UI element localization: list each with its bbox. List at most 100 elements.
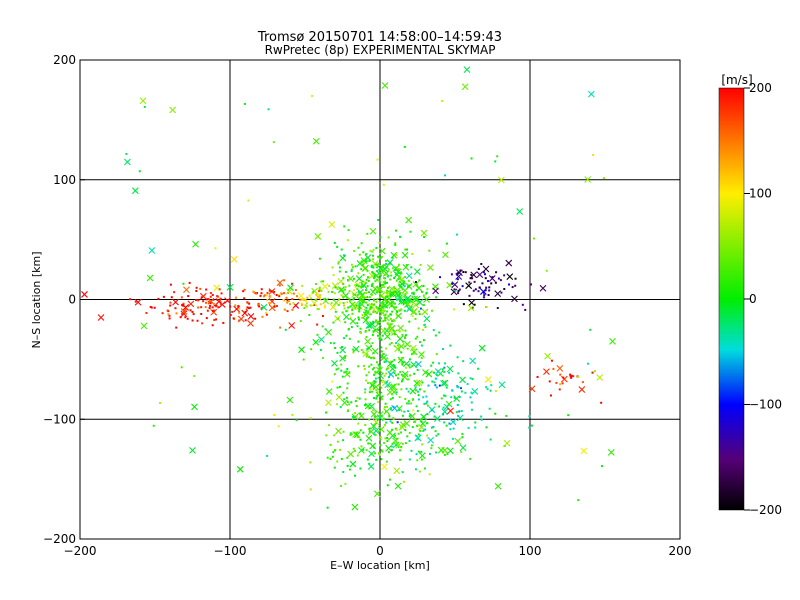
data-point [392,319,395,322]
data-point [423,467,426,470]
data-point [417,398,420,401]
data-point-cross [434,368,442,375]
data-point [375,361,378,364]
data-point [446,453,449,456]
data-point [322,280,325,283]
data-point [232,317,235,320]
data-point [299,320,302,323]
data-point-cross [379,301,387,308]
data-point [371,334,374,337]
data-point [433,381,436,384]
data-point [381,395,384,398]
data-point-cross [607,448,615,456]
data-point-cross [420,229,428,237]
data-point [348,289,351,292]
data-point [404,397,407,400]
data-point [359,327,362,330]
data-point [336,245,339,248]
data-point-cross [418,452,426,460]
data-point-cross [268,304,276,312]
data-point [169,301,172,304]
data-point [337,367,340,370]
data-point [374,452,377,455]
data-point [434,384,437,387]
data-point [483,294,486,297]
data-point [397,373,400,376]
data-point [365,379,368,382]
data-point [329,342,332,345]
data-point [419,341,422,344]
data-point [353,297,356,300]
data-point [425,291,428,294]
data-point [390,445,393,448]
data-point [344,355,347,358]
data-point [168,317,171,320]
data-point [280,292,283,295]
data-point [387,438,390,441]
data-point [376,298,379,301]
data-point [379,335,382,338]
y-tick-label: 200 [53,53,76,67]
data-point [371,272,374,275]
data-point [415,405,418,408]
data-point [332,298,335,301]
data-point [388,478,391,481]
data-point-cross [140,322,148,330]
data-point [381,353,384,356]
data-point-cross [432,287,440,295]
data-point [349,433,352,436]
data-point [215,304,218,307]
data-point [347,409,350,412]
data-point [370,345,373,348]
data-point [216,299,219,302]
data-point-cross [411,295,419,303]
data-point [381,450,384,453]
data-point [385,421,388,424]
data-point [389,407,392,410]
data-point [413,372,416,375]
data-point-cross [459,376,466,384]
data-point [458,271,461,274]
data-point [425,395,428,398]
data-point [365,301,368,304]
data-point [359,331,362,334]
data-point-cross [459,444,467,452]
data-point [286,299,289,302]
data-point [481,282,484,285]
data-point [340,363,343,366]
data-point [369,313,372,316]
data-point [373,415,376,418]
data-point [150,306,153,309]
data-point [360,284,363,287]
data-point [238,311,241,314]
data-point [555,381,558,384]
data-point [442,347,445,350]
data-point [209,304,212,307]
data-point-cross [437,446,445,454]
data-point [416,424,419,427]
data-point [371,342,374,345]
data-point [363,368,366,371]
data-point-cross [418,351,425,358]
data-point-cross [335,427,342,435]
data-point-cross [387,360,394,368]
data-point [400,388,403,391]
data-point [348,468,351,471]
data-point [376,158,379,161]
data-point [344,482,347,485]
data-point [464,391,467,394]
data-point [346,456,349,459]
data-point [278,295,281,298]
data-point-cross [226,283,234,291]
data-point [379,338,382,341]
colorbar-tick-label: 200 [749,81,772,95]
data-point [170,296,173,299]
data-point [384,437,387,440]
data-point [418,313,421,316]
data-point [342,439,345,442]
data-point [459,269,462,272]
data-point [382,309,385,312]
data-point [456,356,459,359]
data-point-cross [312,137,320,145]
data-point-cross [397,324,404,332]
